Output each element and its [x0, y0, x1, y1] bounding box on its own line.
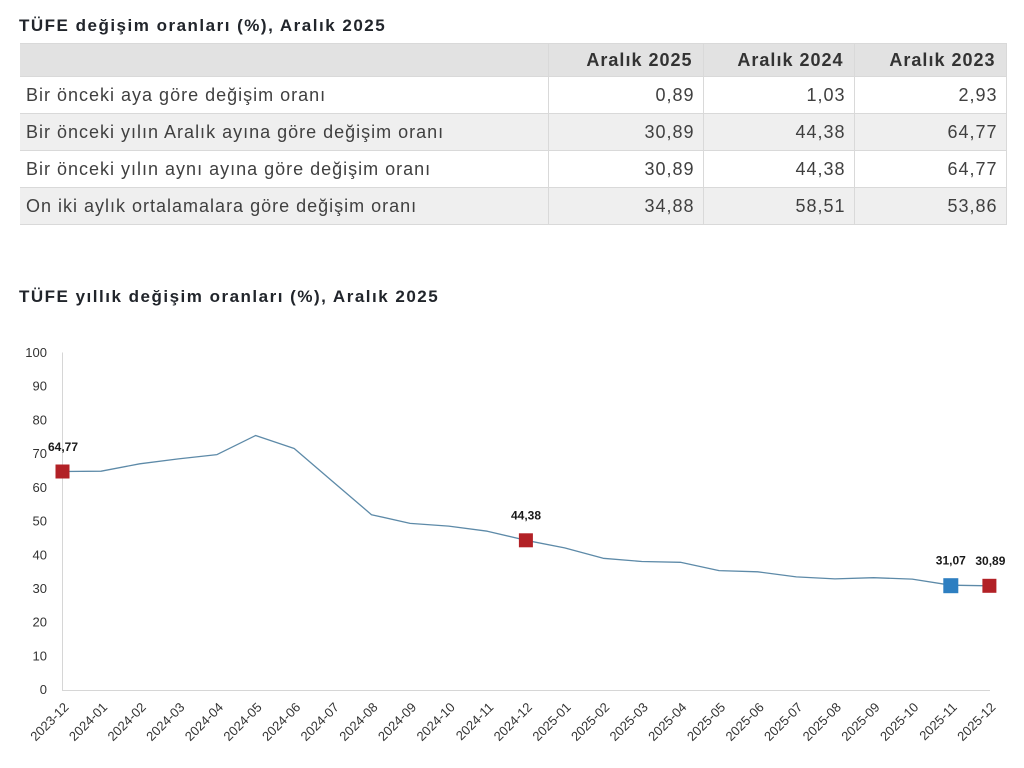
svg-text:70: 70 [33, 446, 47, 461]
svg-text:2024-12: 2024-12 [491, 700, 535, 744]
svg-text:30: 30 [33, 581, 47, 596]
svg-text:64,77: 64,77 [48, 440, 78, 454]
svg-text:2025-10: 2025-10 [877, 700, 921, 744]
svg-text:50: 50 [33, 514, 47, 529]
svg-text:2025-08: 2025-08 [800, 700, 844, 744]
svg-text:2025-06: 2025-06 [722, 700, 766, 744]
svg-text:0: 0 [40, 682, 47, 697]
svg-text:2025-05: 2025-05 [684, 700, 728, 744]
svg-text:2025-02: 2025-02 [568, 700, 612, 744]
svg-text:2024-05: 2024-05 [220, 700, 264, 744]
svg-text:80: 80 [33, 412, 47, 427]
svg-text:60: 60 [33, 480, 47, 495]
svg-text:100: 100 [25, 345, 47, 360]
svg-text:2024-08: 2024-08 [336, 700, 380, 744]
svg-text:2025-04: 2025-04 [645, 700, 689, 744]
svg-text:2024-10: 2024-10 [413, 700, 457, 744]
svg-text:30,89: 30,89 [975, 554, 1005, 568]
svg-text:2025-03: 2025-03 [607, 700, 651, 744]
svg-text:40: 40 [33, 547, 47, 562]
svg-text:31,07: 31,07 [936, 554, 966, 568]
svg-text:2024-11: 2024-11 [453, 700, 497, 744]
svg-text:20: 20 [33, 615, 47, 630]
svg-text:2025-12: 2025-12 [954, 700, 998, 744]
svg-text:44,38: 44,38 [511, 509, 541, 523]
svg-text:2024-07: 2024-07 [298, 700, 342, 744]
svg-text:2024-09: 2024-09 [375, 700, 419, 744]
svg-text:90: 90 [33, 379, 47, 394]
svg-text:2025-01: 2025-01 [529, 700, 573, 744]
svg-text:2023-12: 2023-12 [27, 700, 71, 744]
svg-text:2025-09: 2025-09 [838, 700, 882, 744]
svg-text:2025-11: 2025-11 [916, 700, 960, 744]
svg-text:10: 10 [33, 649, 47, 664]
svg-text:2025-07: 2025-07 [761, 700, 805, 744]
svg-text:2024-02: 2024-02 [104, 700, 148, 744]
svg-text:2024-04: 2024-04 [182, 700, 226, 744]
svg-text:2024-06: 2024-06 [259, 700, 303, 744]
svg-text:2024-03: 2024-03 [143, 700, 187, 744]
svg-text:2024-01: 2024-01 [66, 700, 110, 744]
